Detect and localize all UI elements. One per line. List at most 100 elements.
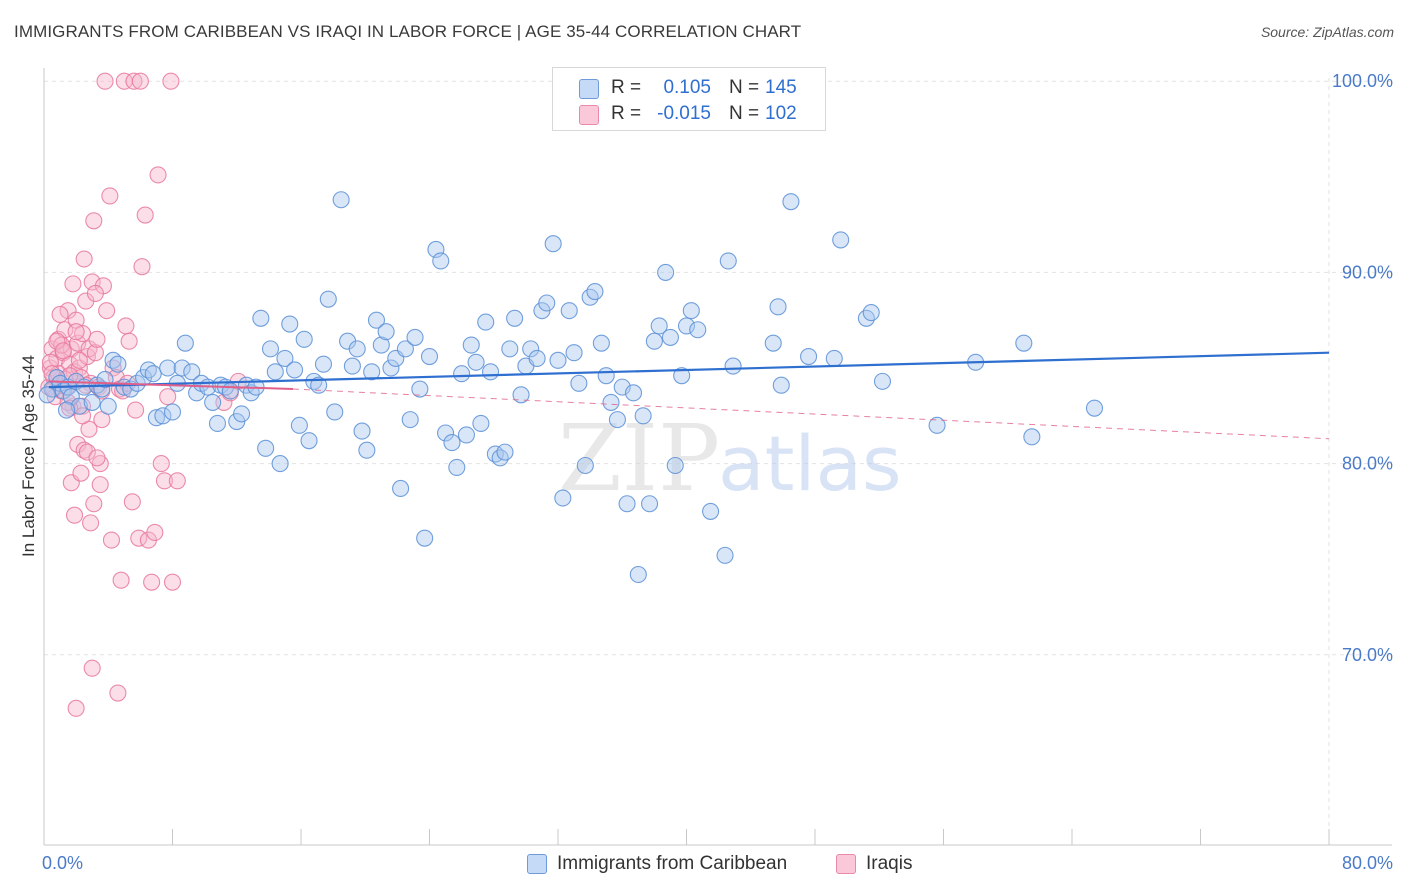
iraqis-point [101, 187, 119, 205]
caribbean-point [1085, 399, 1104, 417]
caribbean-point [528, 349, 546, 367]
iraqis-point [86, 344, 104, 362]
caribbean-point [645, 332, 663, 350]
iraqis-point [146, 523, 164, 541]
iraqis-point [83, 659, 101, 677]
caribbean-point [326, 403, 344, 421]
iraqis-point [159, 388, 177, 406]
caribbean-point [261, 340, 280, 358]
iraqis-point [149, 166, 167, 184]
iraqis-point [74, 407, 92, 425]
iraqis-point [48, 332, 66, 350]
caribbean-point [682, 302, 700, 320]
caribbean-point [221, 382, 239, 400]
caribbean-point [825, 349, 843, 367]
caribbean-point [406, 328, 424, 346]
legend-row-caribbean: R = 0.105 N = 145 [553, 75, 825, 101]
caribbean-point [673, 367, 691, 385]
legend-r-label: R = [611, 103, 642, 124]
iraqis-point [96, 72, 114, 90]
caribbean-point [477, 313, 495, 331]
iraqis-point [112, 571, 130, 589]
legend-n-value: 145 [765, 77, 797, 98]
iraqis-point [155, 472, 174, 490]
caribbean-point [586, 282, 604, 301]
iraqis-point [72, 464, 90, 482]
caribbean-point [1023, 428, 1041, 446]
iraqis-point [163, 573, 182, 591]
caribbean-point [769, 298, 787, 316]
iraqis-point [143, 573, 161, 591]
caribbean-point [144, 365, 162, 383]
caribbean-point [392, 479, 410, 498]
caribbean-point [382, 359, 400, 377]
caribbean-point [109, 355, 127, 373]
caribbean-point [565, 344, 583, 362]
iraqis-point [78, 443, 96, 461]
grid [44, 78, 1392, 845]
iraqis-point [88, 330, 106, 348]
caribbean-point [276, 349, 294, 367]
iraqis-point [98, 302, 116, 320]
caribbean-point [286, 361, 304, 379]
iraqis-point [152, 455, 170, 473]
iraqis-point [70, 351, 88, 369]
axes [43, 68, 1392, 846]
iraqis-point [74, 325, 92, 343]
caribbean-point [348, 340, 366, 358]
iraqis-point [162, 72, 180, 90]
caribbean-point [70, 397, 88, 415]
caribbean-point [928, 416, 946, 434]
caribbean-point [83, 393, 101, 411]
caribbean-point [576, 456, 594, 475]
caribbean-point [358, 441, 376, 459]
caribbean-point [453, 365, 471, 383]
caribbean-point [38, 386, 56, 404]
caribbean-point [634, 407, 652, 425]
caribbean-point [650, 317, 668, 335]
caribbean-point [462, 336, 480, 354]
caribbean-point [266, 363, 284, 381]
iraqis-point [75, 250, 93, 268]
caribbean-point [290, 416, 308, 434]
iraqis-point [109, 684, 127, 702]
caribbean-point [592, 334, 610, 352]
iraqis-point [67, 699, 85, 717]
caribbean-point [657, 263, 675, 281]
caribbean-point [183, 363, 201, 381]
legend-swatch-iraqis [836, 854, 856, 874]
legend-row-iraqis: R = -0.015 N = 102 [553, 101, 825, 127]
caribbean-point [501, 340, 519, 358]
iraqis-point [64, 275, 82, 293]
caribbean-point [188, 384, 206, 402]
iraqis-point [82, 514, 100, 532]
legend-label-caribbean: Immigrants from Caribbean [557, 853, 788, 874]
caribbean-point [618, 495, 636, 513]
caribbean-point [396, 340, 414, 358]
caribbean-point [719, 252, 737, 270]
x-tick-label: 0.0% [42, 853, 83, 873]
caribbean-trend-line [48, 351, 1330, 389]
trend-lines [48, 351, 1330, 440]
correlation-legend: R = 0.105 N = 145 R = -0.015 N = 102 [552, 67, 826, 131]
caribbean-point [724, 357, 742, 375]
caribbean-point [522, 340, 540, 358]
caribbean-point [310, 376, 328, 394]
caribbean-point [689, 321, 707, 339]
caribbean-point [416, 529, 434, 547]
caribbean-point [372, 336, 390, 354]
caribbean-point [159, 359, 177, 377]
caribbean-point [443, 434, 461, 452]
caribbean-point [204, 393, 222, 411]
caribbean-point [173, 359, 191, 377]
tick-labels: 70.0% 80.0% 90.0% 100.0% 0.0% 80.0% [42, 71, 1393, 873]
source-label: Source: ZipAtlas.com [1260, 24, 1394, 40]
caribbean-point [257, 439, 275, 457]
iraqis-trend-line [48, 380, 294, 391]
caribbean-point [281, 315, 299, 333]
caribbean-point [624, 384, 643, 402]
caribbean-point [602, 393, 620, 411]
iraqis-point [133, 258, 151, 276]
caribbean-point [271, 455, 289, 473]
